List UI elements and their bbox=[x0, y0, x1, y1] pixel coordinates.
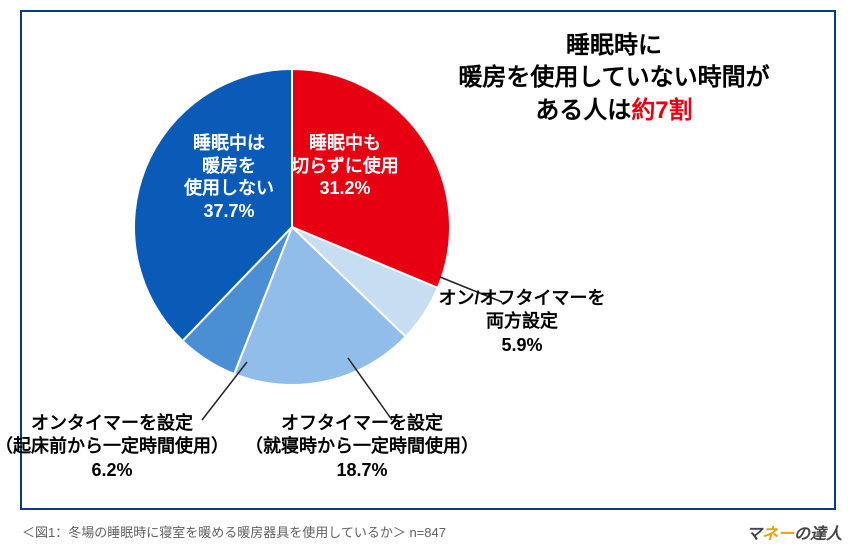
title-line2: 暖房を使用していない時間が bbox=[458, 64, 769, 91]
watermark-post: の達人 bbox=[794, 526, 842, 543]
watermark: マネーの達人 bbox=[746, 520, 842, 544]
title-line1: 睡眠時に bbox=[566, 32, 662, 59]
watermark-pre: マ bbox=[746, 526, 762, 543]
pie-chart bbox=[132, 67, 452, 387]
label-on_timer: オンタイマーを設定（起床前から一定時間使用）6.2% bbox=[0, 412, 262, 482]
caption: ＜図1：冬場の睡眠時に寝室を暖める暖房器具を使用しているか＞ n=847 bbox=[22, 522, 446, 541]
pie-svg bbox=[132, 67, 452, 387]
title-highlight: 約7割 bbox=[631, 97, 692, 124]
chart-frame: 睡眠時に 暖房を使用していない時間が ある人は約7割 睡眠中も切らずに使用31.… bbox=[20, 10, 836, 510]
chart-title: 睡眠時に 暖房を使用していない時間が ある人は約7割 bbox=[424, 30, 804, 127]
label-off_timer: オフタイマーを設定（就寝時から一定時間使用）18.7% bbox=[212, 412, 512, 482]
title-line3-pre: ある人は bbox=[535, 97, 631, 124]
watermark-accent: ネー bbox=[762, 526, 794, 543]
